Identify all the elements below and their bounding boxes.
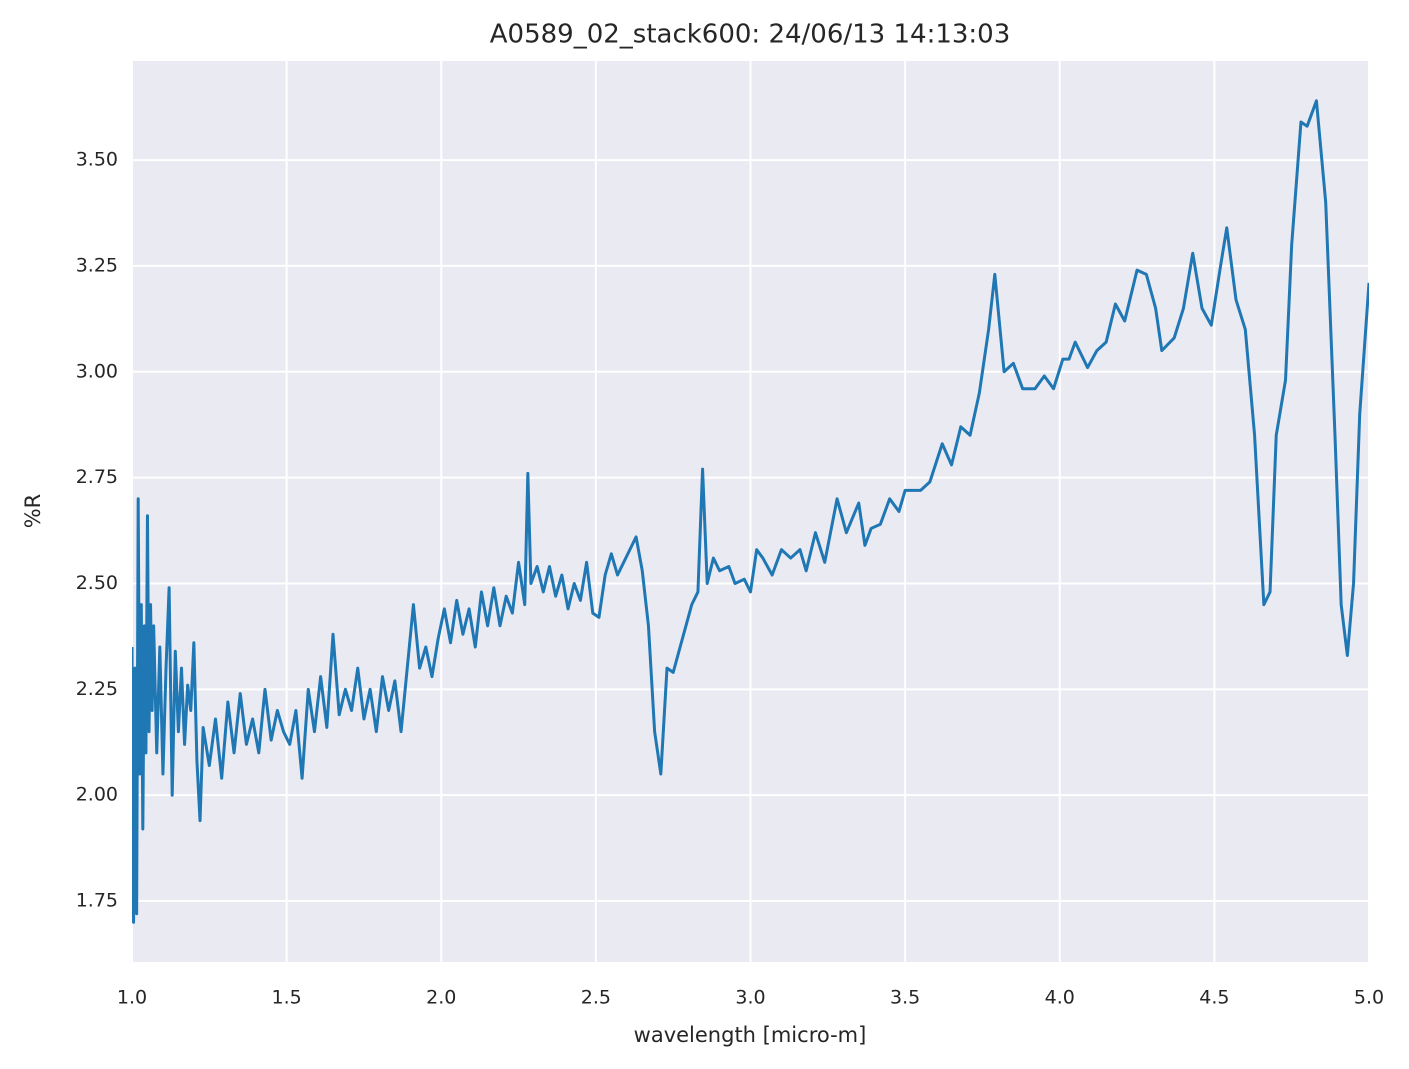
y-tick-label: 2.00 [76, 784, 118, 806]
x-tick-label: 3.0 [735, 987, 765, 1009]
y-tick-label: 3.25 [76, 254, 118, 276]
chart-title: A0589_02_stack600: 24/06/13 14:13:03 [490, 20, 1011, 50]
x-tick-label: 5.0 [1354, 987, 1384, 1009]
y-tick-label: 2.75 [76, 466, 118, 488]
y-tick-label: 3.50 [76, 149, 118, 171]
y-tick-label: 2.25 [76, 678, 118, 700]
y-axis-label: %R [21, 494, 45, 529]
y-tick-label: 1.75 [76, 890, 118, 912]
y-tick-label: 2.50 [76, 572, 118, 594]
x-tick-label: 3.5 [890, 987, 920, 1009]
x-tick-label: 2.5 [581, 987, 611, 1009]
x-tick-label: 1.0 [117, 987, 147, 1009]
data-line [132, 99, 1369, 924]
x-axis-label: wavelength [micro-m] [634, 1023, 867, 1047]
y-tick-label: 3.00 [76, 360, 118, 382]
x-tick-label: 1.5 [272, 987, 302, 1009]
x-tick-label: 4.0 [1045, 987, 1075, 1009]
x-tick-label: 4.5 [1199, 987, 1229, 1009]
x-tick-label: 2.0 [426, 987, 456, 1009]
